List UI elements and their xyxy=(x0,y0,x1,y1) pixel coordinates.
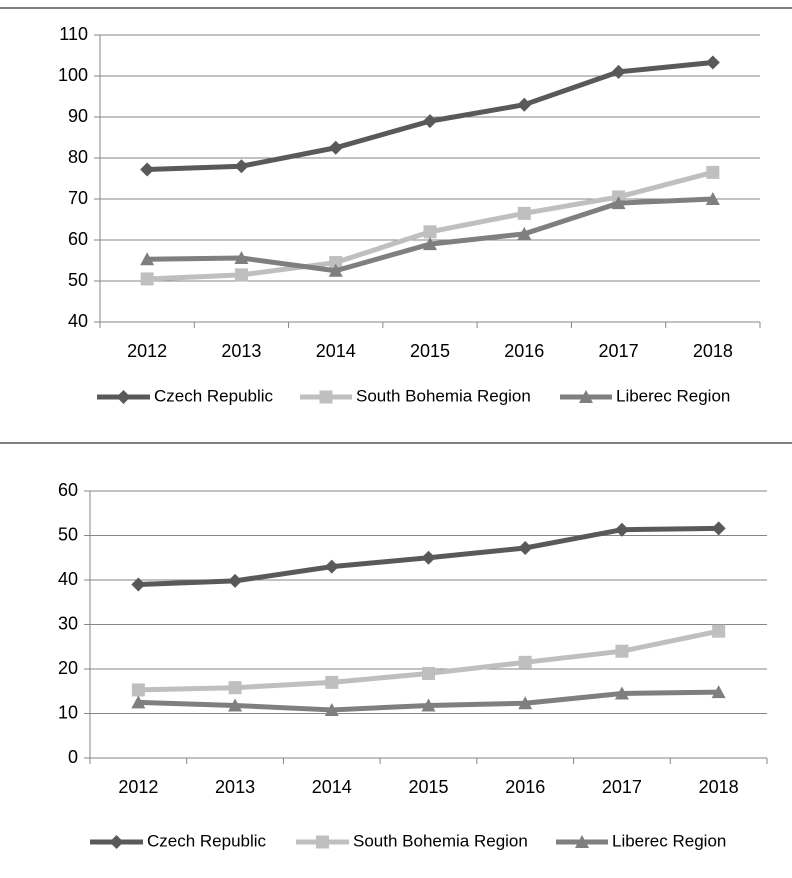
x-tick-label: 2012 xyxy=(118,777,158,797)
marker xyxy=(712,624,726,638)
marker xyxy=(140,252,155,266)
legend-text: Czech Republic xyxy=(154,386,274,405)
y-tick-label: 60 xyxy=(58,480,78,500)
legend-text: South Bohemia Region xyxy=(353,831,528,850)
marker xyxy=(421,550,436,565)
y-tick-label: 10 xyxy=(58,702,78,722)
y-tick-label: 50 xyxy=(68,270,88,290)
marker xyxy=(518,540,533,555)
marker xyxy=(131,695,146,709)
x-tick-label: 2017 xyxy=(602,777,642,797)
x-tick-label: 2018 xyxy=(699,777,739,797)
marker xyxy=(518,655,532,669)
legend-text: Czech Republic xyxy=(147,831,267,850)
marker xyxy=(422,666,435,680)
marker xyxy=(228,698,243,712)
marker xyxy=(615,644,629,658)
marker xyxy=(316,835,329,849)
marker xyxy=(579,390,593,403)
marker xyxy=(329,256,343,270)
marker xyxy=(234,268,248,282)
legend-text: Liberec Region xyxy=(612,831,726,850)
marker xyxy=(234,159,249,174)
marker xyxy=(421,698,436,712)
y-tick-label: 40 xyxy=(68,311,88,331)
marker xyxy=(705,192,720,205)
marker xyxy=(614,686,629,700)
marker xyxy=(705,55,720,70)
y-tick-label: 50 xyxy=(58,524,78,544)
x-tick-label: 2013 xyxy=(215,777,255,797)
marker xyxy=(140,162,155,177)
marker xyxy=(423,114,437,129)
marker xyxy=(711,685,726,699)
y-tick-label: 110 xyxy=(59,24,88,44)
marker xyxy=(325,675,339,689)
legend-text: Liberec Region xyxy=(616,386,730,405)
x-tick-label: 2015 xyxy=(410,341,450,361)
x-tick-label: 2013 xyxy=(221,341,261,361)
y-tick-label: 80 xyxy=(68,147,88,167)
y-tick-label: 100 xyxy=(58,65,88,85)
marker xyxy=(228,681,242,695)
x-tick-label: 2014 xyxy=(312,777,352,797)
marker xyxy=(706,165,720,179)
marker xyxy=(234,251,249,265)
y-tick-label: 70 xyxy=(68,188,88,208)
marker xyxy=(131,577,146,592)
y-tick-label: 0 xyxy=(68,747,78,767)
marker xyxy=(423,225,437,239)
marker xyxy=(324,559,339,574)
marker xyxy=(131,683,145,697)
marker xyxy=(423,237,437,251)
marker xyxy=(328,140,343,155)
marker xyxy=(611,196,626,210)
y-tick-label: 20 xyxy=(58,658,78,678)
series-line xyxy=(138,628,720,693)
marker xyxy=(116,390,131,404)
marker xyxy=(228,573,243,588)
x-tick-label: 2015 xyxy=(408,777,448,797)
x-tick-label: 2014 xyxy=(316,341,356,361)
marker xyxy=(319,390,333,404)
marker xyxy=(611,64,626,79)
x-tick-label: 2016 xyxy=(505,777,545,797)
marker xyxy=(517,97,532,112)
y-tick-label: 60 xyxy=(68,229,88,249)
marker xyxy=(614,522,629,537)
x-tick-label: 2012 xyxy=(127,341,167,361)
y-tick-label: 30 xyxy=(58,613,78,633)
marker xyxy=(140,272,154,286)
x-tick-label: 2017 xyxy=(599,341,639,361)
y-tick-label: 40 xyxy=(58,569,78,589)
legend-text: South Bohemia Region xyxy=(356,386,531,405)
x-tick-label: 2018 xyxy=(693,341,733,361)
marker xyxy=(328,263,343,277)
x-tick-label: 2016 xyxy=(504,341,544,361)
marker xyxy=(575,835,589,848)
marker xyxy=(518,696,533,710)
marker xyxy=(711,521,726,536)
marker xyxy=(517,206,531,220)
marker xyxy=(324,702,339,716)
marker xyxy=(517,226,532,240)
marker xyxy=(109,835,124,849)
y-tick-label: 90 xyxy=(68,106,88,126)
